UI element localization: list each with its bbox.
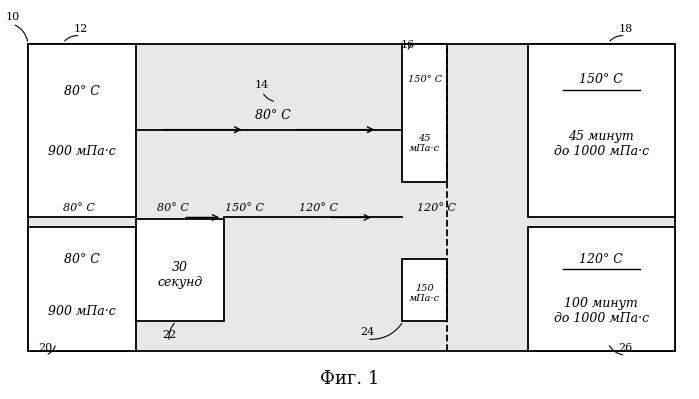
Text: Фиг. 1: Фиг. 1	[320, 370, 379, 388]
Text: 150
мПа·с: 150 мПа·с	[409, 284, 440, 303]
Text: 10: 10	[6, 12, 20, 22]
Text: 18: 18	[619, 24, 633, 34]
Bar	[402, 259, 447, 321]
Text: 45 минут
до 1000 мПа·с: 45 минут до 1000 мПа·с	[554, 130, 649, 158]
Text: 80° C: 80° C	[64, 253, 100, 266]
Bar	[136, 219, 224, 321]
Text: 150° C: 150° C	[408, 75, 442, 84]
Text: 26: 26	[619, 343, 633, 353]
Text: 900 мПа·с: 900 мПа·с	[48, 305, 116, 318]
Text: 120° C: 120° C	[579, 253, 623, 266]
Text: 20: 20	[38, 343, 52, 353]
Text: 900 мПа·с: 900 мПа·с	[48, 145, 116, 158]
Bar	[528, 44, 675, 217]
Text: 45
мПа·с: 45 мПа·с	[409, 134, 440, 153]
Text: 150° C: 150° C	[225, 203, 264, 213]
Text: 80° C: 80° C	[254, 109, 291, 122]
Bar	[28, 227, 136, 351]
Text: 16: 16	[401, 40, 415, 50]
Text: 14: 14	[255, 80, 269, 90]
Bar	[528, 227, 675, 351]
Bar	[28, 44, 675, 351]
Text: 12: 12	[73, 24, 87, 34]
Text: 80° C: 80° C	[63, 203, 95, 213]
Text: 120° C: 120° C	[298, 203, 338, 213]
Text: 150° C: 150° C	[579, 73, 623, 86]
Bar	[28, 44, 136, 217]
Text: 120° C: 120° C	[417, 203, 456, 213]
Bar	[402, 44, 447, 182]
Text: 100 минут
до 1000 мПа·с: 100 минут до 1000 мПа·с	[554, 297, 649, 325]
Text: 22: 22	[162, 330, 176, 340]
Text: 80° C: 80° C	[64, 85, 100, 98]
Text: 24: 24	[360, 327, 374, 337]
Text: 80° C: 80° C	[157, 203, 189, 213]
Text: 30
секунд: 30 секунд	[157, 261, 203, 289]
